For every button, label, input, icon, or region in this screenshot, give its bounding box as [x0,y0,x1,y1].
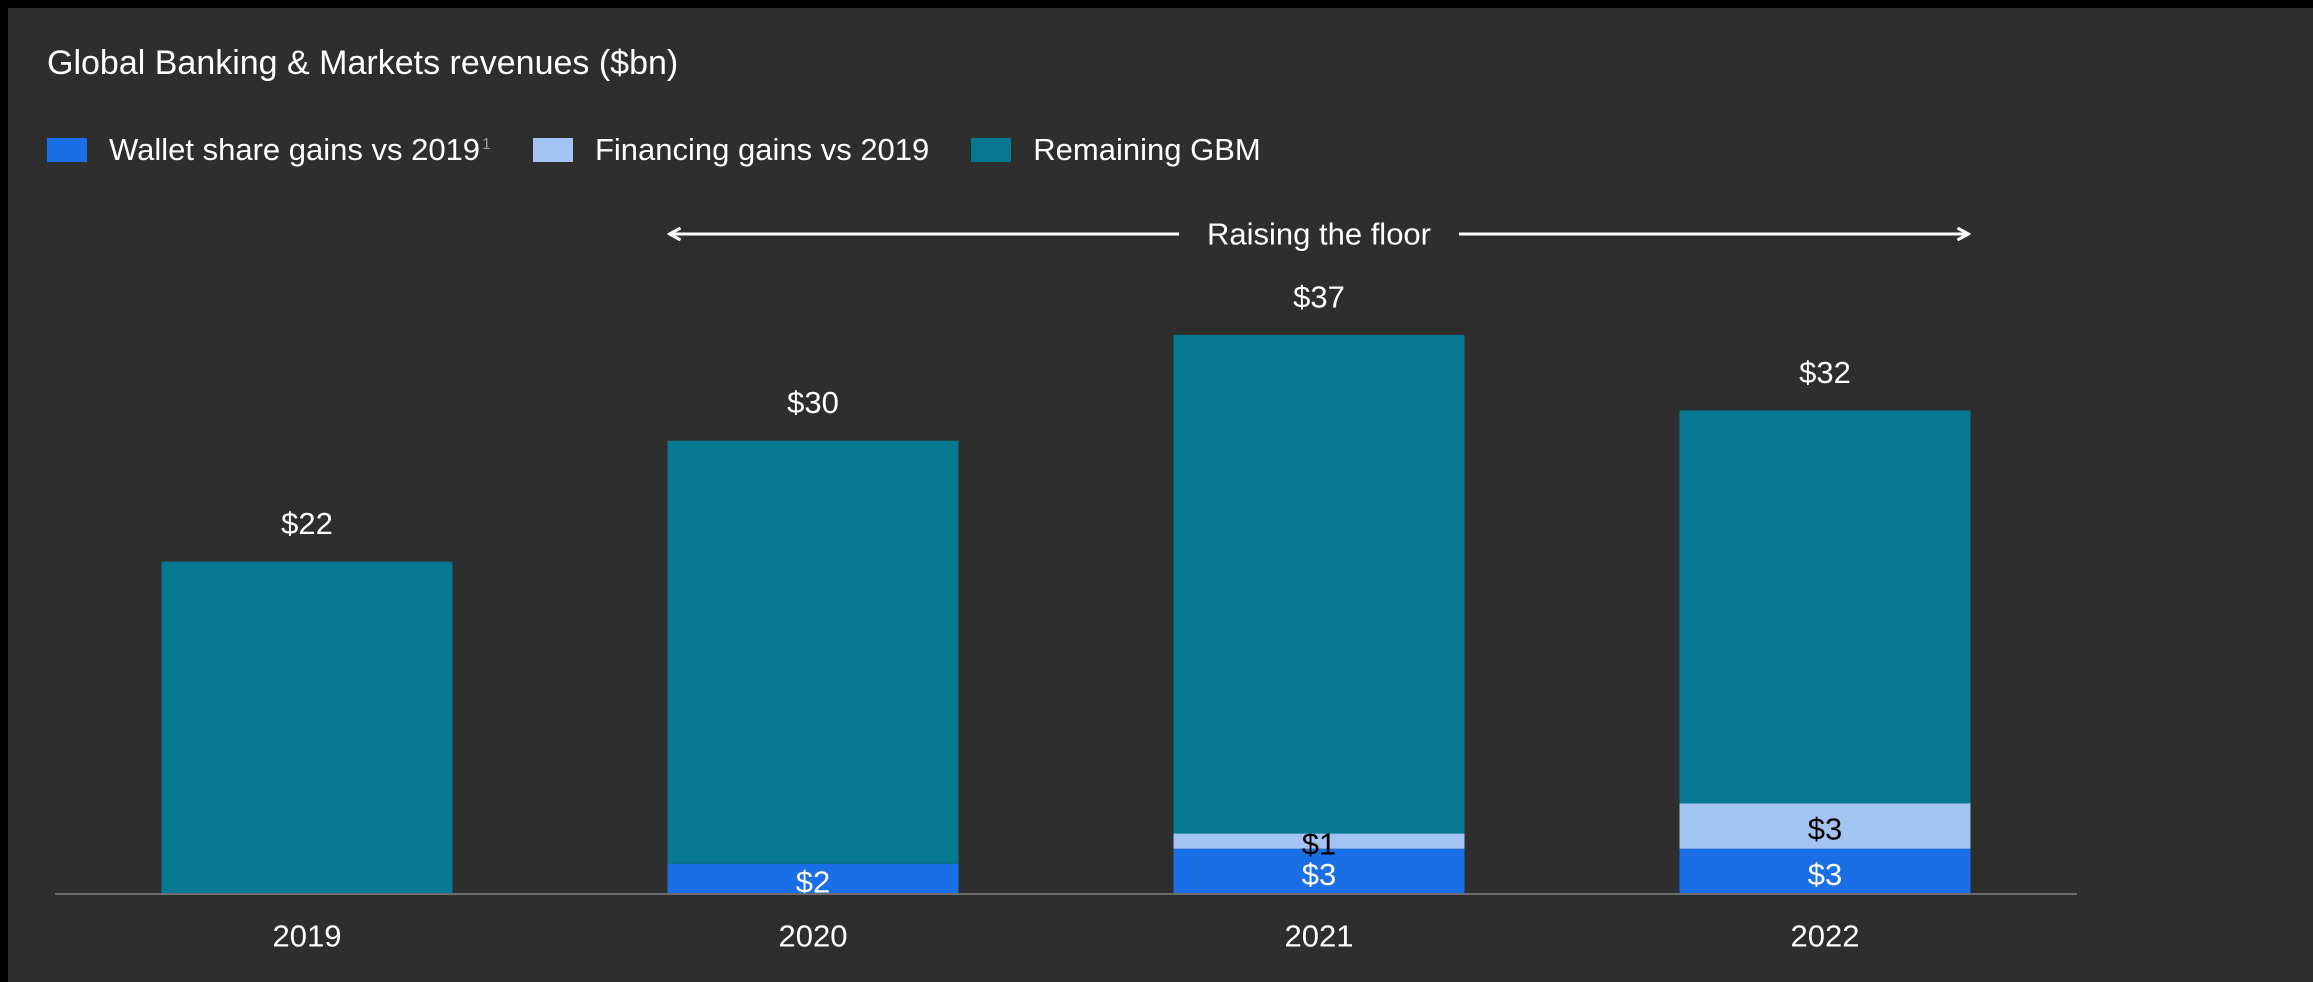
bar-segment-2021-series-1 [1173,833,1465,849]
bar-segment-2022-series-1 [1679,803,1971,849]
legend-swatch-remaining [971,138,1012,162]
x-tick-label-2019: 2019 [273,919,342,954]
bar-segment-2019-series-2 [161,561,453,894]
bar-segment-2020-series-0 [667,863,959,894]
legend-label-wallet-share: Wallet share gains vs 2019 1 [109,132,491,167]
legend-item-wallet-share: Wallet share gains vs 2019 1 [47,132,491,168]
x-tick-label-2020: 2020 [779,919,848,954]
bar-segment-2022-series-0 [1679,848,1971,894]
annotation-label: Raising the floor [1207,217,1431,252]
total-label-2019: $22 [281,506,333,541]
bar-segment-2020-series-2 [667,440,959,864]
chart-title: Global Banking & Markets revenues ($bn) [47,44,679,82]
legend-swatch-financing [532,138,573,162]
bar-segment-2022-series-2 [1679,410,1971,804]
total-label-2022: $32 [1799,355,1851,390]
segment-label-2022-series-0: $3 [1808,857,1842,892]
bar-segment-2021-series-2 [1173,334,1465,834]
x-tick-label-2021: 2021 [1285,919,1354,954]
segment-label-2021-series-0: $3 [1302,857,1336,892]
total-label-2021: $37 [1293,279,1345,314]
chart-legend: Wallet share gains vs 2019 1 Financing ga… [47,130,1303,170]
bar-segment-2021-series-0 [1173,848,1465,894]
segment-label-2022-series-1: $3 [1808,812,1842,847]
x-tick-label-2022: 2022 [1791,919,1860,954]
legend-label-financing: Financing gains vs 2019 [594,132,930,167]
legend-item-remaining: Remaining GBM [971,132,1261,168]
legend-footnote-marker: 1 [482,135,491,153]
legend-swatch-wallet-share [47,138,87,162]
total-label-2020: $30 [787,385,839,420]
legend-label-remaining: Remaining GBM [1033,132,1261,167]
legend-item-financing: Financing gains vs 2019 [532,132,930,168]
